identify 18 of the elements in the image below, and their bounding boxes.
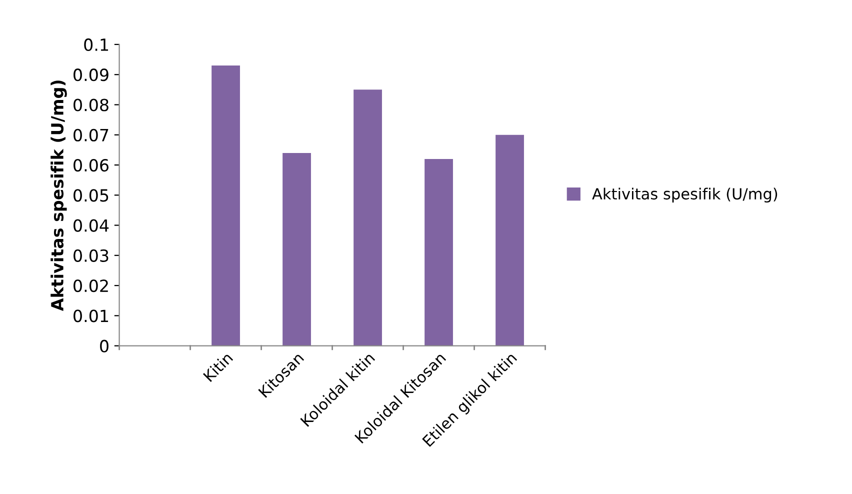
- bar: [354, 90, 382, 346]
- legend-label: Aktivitas spesifik (U/mg): [592, 188, 778, 203]
- y-tick-label: 0.03: [74, 249, 108, 262]
- bar: [282, 152, 311, 346]
- bar: [212, 66, 240, 346]
- y-tick-label: 0.06: [74, 158, 109, 172]
- y-tick-label: 0.02: [74, 279, 108, 292]
- bar: [496, 134, 524, 346]
- bar: [424, 158, 453, 346]
- y-tick-label: 0: [100, 340, 108, 352]
- y-axis-title: Aktivitas spesifik (U/mg): [50, 80, 67, 312]
- y-tick-label: 0.09: [74, 68, 108, 82]
- y-tick-label: 0.01: [74, 310, 108, 322]
- y-tick-label: 0.07: [74, 128, 108, 142]
- y-tick-label: 0.05: [74, 189, 108, 202]
- y-tick-label: 0.08: [74, 98, 108, 112]
- y-tick-label: 0.04: [74, 219, 109, 232]
- y-tick-label: 0.1: [84, 38, 108, 52]
